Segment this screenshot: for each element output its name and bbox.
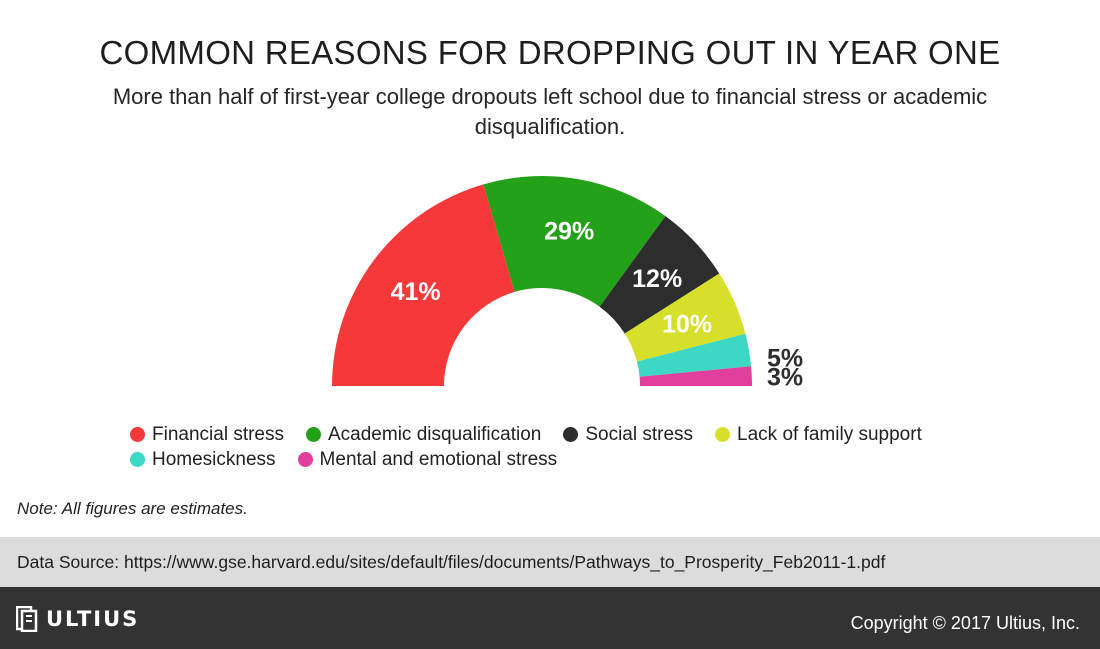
legend-item: Academic disqualification xyxy=(306,424,541,446)
legend-color-dot xyxy=(130,427,145,442)
legend-row: Homesickness Mental and emotional stress xyxy=(130,447,1010,472)
legend-label: Social stress xyxy=(585,423,694,445)
estimates-note: Note: All figures are estimates. xyxy=(17,499,248,518)
footer-bar: ULTIUS Copyright © 2017 Ultius, Inc. xyxy=(0,587,1100,649)
legend-color-dot xyxy=(306,427,321,442)
chart-legend: Financial stress Academic disqualificatio… xyxy=(130,422,1010,472)
legend-label: Lack of family support xyxy=(737,423,922,445)
slice-label: 3% xyxy=(767,364,803,392)
legend-item: Homesickness xyxy=(130,449,276,471)
ultius-logo-icon xyxy=(16,606,38,632)
legend-item: Social stress xyxy=(563,424,693,446)
legend-color-dot xyxy=(715,427,731,442)
legend-label: Homesickness xyxy=(152,448,276,470)
legend-item: Financial stress xyxy=(130,424,284,446)
chart-title: COMMON REASONS FOR DROPPING OUT IN YEAR … xyxy=(99,34,1001,71)
legend-item: Lack of family support xyxy=(715,424,922,446)
copyright-text: Copyright © 2017 Ultius, Inc. xyxy=(850,613,1080,633)
slice-lack-of-family-support xyxy=(624,273,746,362)
legend-color-dot xyxy=(297,452,313,467)
slice-mental-and-emotional-stress xyxy=(639,366,752,386)
slice-label: 12% xyxy=(632,265,682,293)
slice-academic-disqualification xyxy=(483,176,666,307)
legend-color-dot xyxy=(563,427,579,442)
ultius-logo: ULTIUS xyxy=(16,605,139,633)
logo-text: ULTIUS xyxy=(46,607,140,631)
slice-label: 10% xyxy=(662,310,712,338)
slice-label: 29% xyxy=(544,217,594,245)
legend-item: Mental and emotional stress xyxy=(297,448,558,471)
legend-label: Financial stress xyxy=(152,423,284,445)
slice-social-stress xyxy=(599,216,720,334)
slice-homesickness xyxy=(636,333,752,377)
legend-color-dot xyxy=(130,452,145,467)
slice-financial-stress xyxy=(332,184,515,386)
data-source-text: Data Source: https://www.gse.harvard.edu… xyxy=(17,551,886,572)
slice-label: 5% xyxy=(767,345,803,373)
half-donut-chart: 41% 29% 12% 10% 5%3% xyxy=(332,176,803,392)
slice-label: 41% xyxy=(391,278,441,306)
chart-subtitle: More than half of first-year college dro… xyxy=(112,84,988,139)
data-source-bar: Data Source: https://www.gse.harvard.edu… xyxy=(0,537,1100,587)
legend-label: Mental and emotional stress xyxy=(319,448,558,470)
legend-row: Financial stress Academic disqualificatio… xyxy=(130,422,1010,447)
legend-label: Academic disqualification xyxy=(328,423,542,445)
